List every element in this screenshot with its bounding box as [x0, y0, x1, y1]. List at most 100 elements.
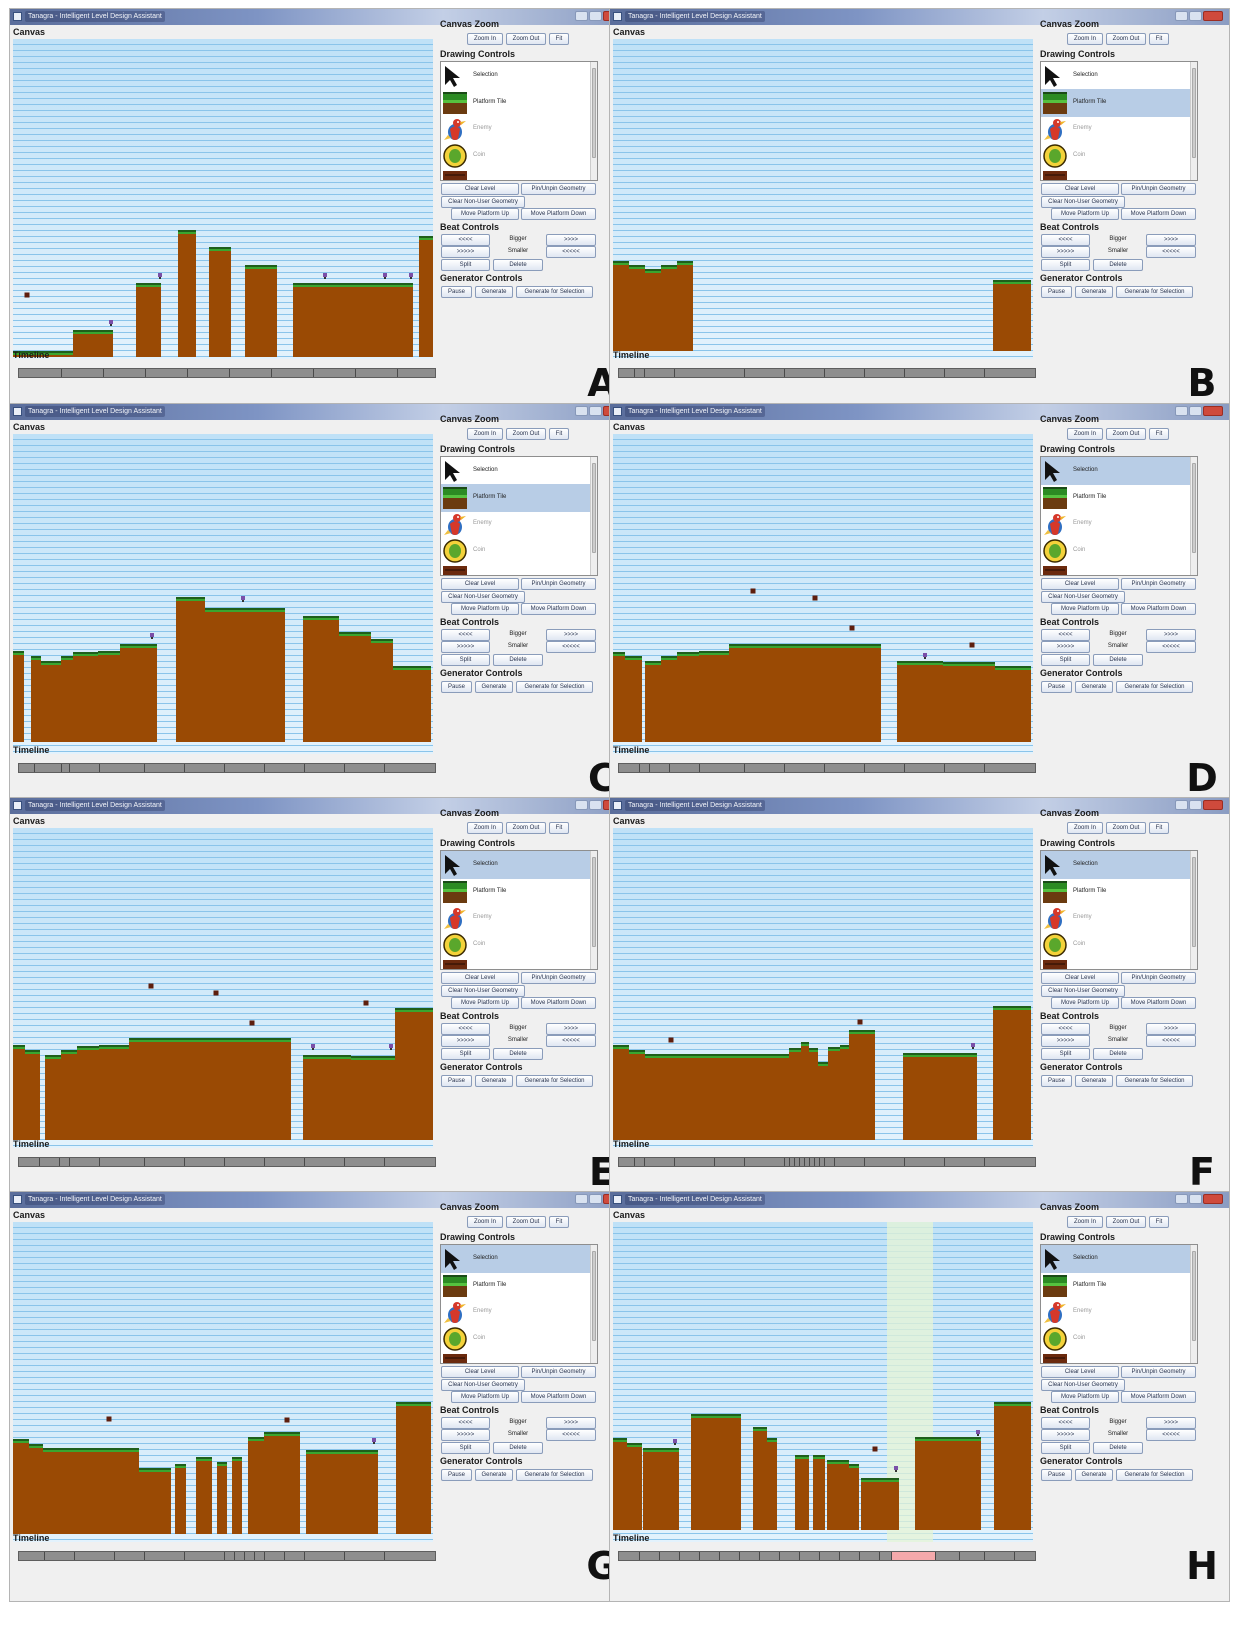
zoom-out-button[interactable]: Zoom Out [1106, 1216, 1146, 1228]
move-platform-up-button[interactable]: Move Platform Up [1051, 997, 1119, 1009]
minimize-button[interactable] [1175, 11, 1188, 21]
clear-non-user-geometry-button[interactable]: Clear Non-User Geometry [1041, 985, 1125, 997]
scrollbar-thumb[interactable] [1192, 1251, 1196, 1341]
delete-button[interactable]: Delete [493, 1442, 543, 1454]
zoom-in-button[interactable]: Zoom In [467, 33, 503, 45]
tool-item-platform-tile[interactable]: Platform Tile [1041, 88, 1193, 117]
zoom-out-button[interactable]: Zoom Out [506, 33, 546, 45]
generate-for-selection-button[interactable]: Generate for Selection [1116, 681, 1193, 693]
generate-button[interactable]: Generate [1075, 1469, 1113, 1481]
pin-unpin-geometry-button[interactable]: Pin/Unpin Geometry [521, 578, 596, 590]
smaller-label[interactable]: Smaller [1107, 1431, 1129, 1437]
pause-button[interactable]: Pause [441, 286, 472, 298]
tool-item-enemy[interactable]: Enemy [441, 115, 593, 143]
pause-button[interactable]: Pause [441, 681, 472, 693]
generate-for-selection-button[interactable]: Generate for Selection [516, 1469, 593, 1481]
bigger-label[interactable]: Bigger [509, 236, 527, 242]
tool-item-enemy[interactable]: Enemy [441, 510, 593, 538]
minimize-button[interactable] [1175, 406, 1188, 416]
level-canvas[interactable] [613, 828, 1033, 1148]
move-platform-up-button[interactable]: Move Platform Up [451, 603, 519, 615]
zoom-in-button[interactable]: Zoom In [467, 428, 503, 440]
bigger-label[interactable]: Bigger [509, 1419, 527, 1425]
timeline-bar[interactable] [618, 763, 1036, 773]
split-button[interactable]: Split [441, 654, 490, 666]
generate-button[interactable]: Generate [1075, 286, 1113, 298]
smaller-label[interactable]: Smaller [507, 1431, 529, 1437]
bigger-label[interactable]: Bigger [1109, 1419, 1127, 1425]
level-canvas[interactable] [13, 39, 433, 359]
clear-level-button[interactable]: Clear Level [1041, 578, 1119, 590]
zoom-out-button[interactable]: Zoom Out [506, 822, 546, 834]
fit-button[interactable]: Fit [1149, 1216, 1169, 1228]
tool-palette[interactable]: Selection Platform Tile Enemy Coin Stomper [1040, 61, 1198, 181]
tool-item-coin[interactable]: Coin [441, 142, 593, 170]
clear-level-button[interactable]: Clear Level [441, 183, 519, 195]
clear-level-button[interactable]: Clear Level [441, 972, 519, 984]
maximize-button[interactable] [1189, 11, 1202, 21]
zoom-in-button[interactable]: Zoom In [1067, 33, 1103, 45]
bigger-label[interactable]: Bigger [1109, 236, 1127, 242]
tool-item-enemy[interactable]: Enemy [441, 1298, 593, 1326]
tool-item-selection[interactable]: Selection [441, 1245, 593, 1273]
smaller-label[interactable]: Smaller [1107, 248, 1129, 254]
split-button[interactable]: Split [441, 259, 490, 271]
scrollbar-thumb[interactable] [592, 463, 596, 553]
tool-item-platform-tile[interactable]: Platform Tile [1041, 484, 1193, 512]
move-platform-down-button[interactable]: Move Platform Down [521, 1391, 596, 1403]
zoom-out-button[interactable]: Zoom Out [1106, 822, 1146, 834]
level-canvas[interactable] [13, 828, 433, 1148]
tool-palette[interactable]: Selection Platform Tile Enemy Coin Stomper [1040, 1244, 1198, 1364]
close-button[interactable] [1203, 11, 1223, 21]
split-button[interactable]: Split [441, 1048, 490, 1060]
beat-expand-button[interactable]: >>>>> [441, 641, 490, 653]
timeline-bar[interactable] [18, 763, 436, 773]
beat-contract-button[interactable]: <<<<< [546, 1429, 596, 1441]
fit-button[interactable]: Fit [549, 822, 569, 834]
tool-palette[interactable]: Selection Platform Tile Enemy Coin Stomper [440, 1244, 598, 1364]
generate-for-selection-button[interactable]: Generate for Selection [516, 1075, 593, 1087]
fit-button[interactable]: Fit [549, 33, 569, 45]
move-platform-up-button[interactable]: Move Platform Up [1051, 603, 1119, 615]
tool-item-stomper[interactable]: Stomper [441, 1351, 593, 1363]
zoom-out-button[interactable]: Zoom Out [506, 1216, 546, 1228]
generate-for-selection-button[interactable]: Generate for Selection [516, 681, 593, 693]
fit-button[interactable]: Fit [549, 428, 569, 440]
beat-shift-right-button[interactable]: >>>> [546, 1023, 596, 1035]
maximize-button[interactable] [1189, 800, 1202, 810]
tool-item-selection[interactable]: Selection [441, 457, 593, 485]
beat-contract-button[interactable]: <<<<< [1146, 1429, 1196, 1441]
tool-palette[interactable]: Selection Platform Tile Enemy Coin Stomper [440, 456, 598, 576]
beat-shift-right-button[interactable]: >>>> [546, 629, 596, 641]
tool-item-stomper[interactable]: Stomper [441, 168, 593, 180]
timeline-bar[interactable] [18, 368, 436, 378]
minimize-button[interactable] [575, 406, 588, 416]
tool-item-enemy[interactable]: Enemy [1041, 115, 1193, 143]
beat-shift-left-button[interactable]: <<<< [1041, 234, 1090, 246]
tool-palette[interactable]: Selection Platform Tile Enemy Coin Stomper [440, 850, 598, 970]
bigger-label[interactable]: Bigger [509, 1025, 527, 1031]
pause-button[interactable]: Pause [1041, 681, 1072, 693]
zoom-in-button[interactable]: Zoom In [467, 822, 503, 834]
split-button[interactable]: Split [1041, 259, 1090, 271]
tool-item-enemy[interactable]: Enemy [1041, 1298, 1193, 1326]
timeline-bar[interactable] [18, 1551, 436, 1561]
scrollbar-thumb[interactable] [1192, 857, 1196, 947]
smaller-label[interactable]: Smaller [507, 248, 529, 254]
beat-expand-button[interactable]: >>>>> [441, 1429, 490, 1441]
minimize-button[interactable] [575, 1194, 588, 1204]
close-button[interactable] [1203, 406, 1223, 416]
tool-item-enemy[interactable]: Enemy [1041, 510, 1193, 538]
beat-contract-button[interactable]: <<<<< [1146, 1035, 1196, 1047]
pin-unpin-geometry-button[interactable]: Pin/Unpin Geometry [1121, 578, 1196, 590]
beat-expand-button[interactable]: >>>>> [441, 246, 490, 258]
delete-button[interactable]: Delete [493, 654, 543, 666]
tool-item-platform-tile[interactable]: Platform Tile [441, 878, 593, 906]
tool-list-scrollbar[interactable] [590, 62, 597, 180]
beat-shift-right-button[interactable]: >>>> [1146, 1023, 1196, 1035]
delete-button[interactable]: Delete [1093, 1442, 1143, 1454]
tool-item-stomper[interactable]: Stomper [1041, 957, 1193, 969]
bigger-label[interactable]: Bigger [1109, 631, 1127, 637]
maximize-button[interactable] [1189, 406, 1202, 416]
delete-button[interactable]: Delete [1093, 654, 1143, 666]
